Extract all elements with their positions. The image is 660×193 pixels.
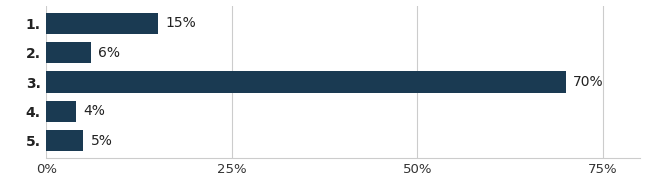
Text: 70%: 70% <box>574 75 604 89</box>
Bar <box>46 101 76 122</box>
Bar <box>46 130 83 151</box>
Text: 15%: 15% <box>165 16 196 30</box>
Text: 5%: 5% <box>91 134 113 148</box>
Bar <box>46 71 566 93</box>
Bar <box>46 13 158 34</box>
Text: 6%: 6% <box>98 46 120 60</box>
Bar <box>46 42 91 63</box>
Text: 4%: 4% <box>83 104 105 118</box>
